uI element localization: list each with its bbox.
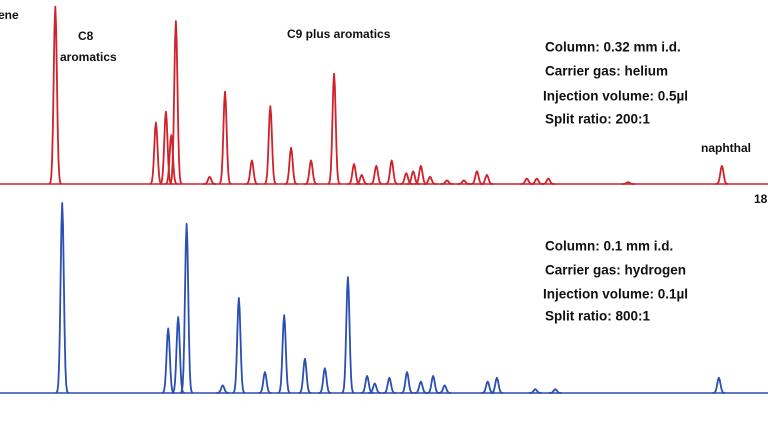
- peak: [490, 376, 504, 394]
- annotation: Split ratio: 200:1: [545, 112, 651, 127]
- peak: [149, 121, 163, 185]
- annotation: ene: [0, 8, 19, 22]
- peak: [369, 165, 383, 185]
- peak: [480, 174, 494, 185]
- peak: [48, 5, 63, 185]
- annotation: C9 plus aromatics: [287, 27, 391, 41]
- peak: [481, 380, 495, 394]
- peak: [621, 181, 635, 185]
- peak: [438, 384, 452, 394]
- peak: [216, 384, 230, 394]
- peak: [414, 380, 428, 394]
- annotation: aromatics: [60, 50, 117, 64]
- peak: [277, 314, 291, 394]
- annotation: Carrier gas: helium: [545, 64, 668, 79]
- peak: [179, 223, 194, 394]
- peak: [423, 175, 437, 185]
- peak: [341, 276, 355, 394]
- peak: [164, 134, 178, 185]
- peak: [541, 177, 555, 185]
- peak: [245, 159, 259, 185]
- peak: [426, 375, 440, 394]
- peak: [55, 202, 69, 394]
- peak: [712, 376, 726, 394]
- peak: [203, 175, 217, 185]
- peak: [159, 110, 173, 185]
- annotation: Column: 0.32 mm i.d.: [545, 40, 681, 55]
- peak: [548, 388, 562, 394]
- peak: [385, 159, 399, 185]
- annotation: Carrier gas: hydrogen: [545, 263, 686, 278]
- annotation: 18: [754, 192, 768, 206]
- annotation: naphthal: [701, 141, 751, 155]
- peak: [169, 20, 183, 185]
- peak: [457, 179, 471, 185]
- annotation: Column: 0.1 mm i.d.: [545, 239, 673, 254]
- peak: [258, 371, 272, 394]
- annotation: Injection volume: 0.5µl: [543, 89, 688, 104]
- peak: [530, 177, 544, 185]
- peak: [355, 174, 369, 185]
- annotation: Split ratio: 800:1: [545, 309, 651, 324]
- peak: [400, 371, 414, 394]
- peak: [232, 297, 246, 394]
- peak: [298, 357, 312, 394]
- peak: [470, 170, 484, 185]
- peak: [715, 165, 729, 185]
- peak: [528, 388, 542, 394]
- peak: [440, 179, 454, 185]
- peak: [382, 376, 396, 394]
- peak: [399, 172, 413, 185]
- annotation: C8: [78, 29, 94, 43]
- peak: [318, 367, 332, 394]
- peak: [218, 90, 232, 185]
- peak: [284, 146, 298, 185]
- peak: [304, 159, 318, 185]
- peak: [327, 72, 341, 185]
- peak: [161, 327, 175, 394]
- peak: [368, 382, 382, 394]
- annotation: Injection volume: 0.1µl: [543, 287, 688, 302]
- peak: [263, 105, 277, 185]
